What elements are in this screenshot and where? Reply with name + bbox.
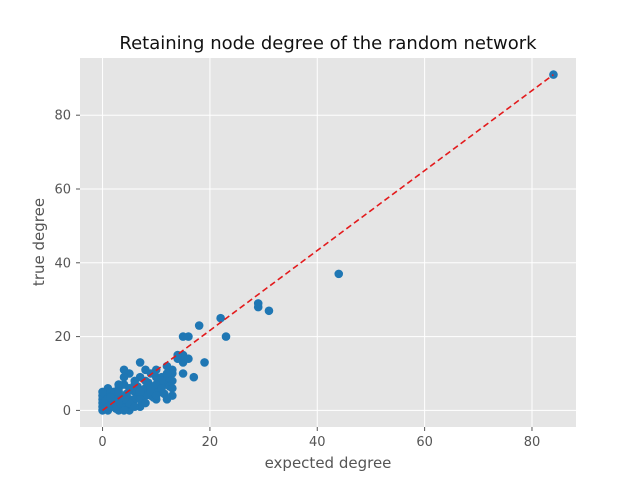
data-point xyxy=(125,383,134,393)
data-point xyxy=(334,269,344,279)
data-point xyxy=(221,332,231,341)
data-point xyxy=(119,406,129,415)
y-tick-label: 80 xyxy=(54,109,71,124)
data-point xyxy=(189,372,199,382)
y-tick-label: 40 xyxy=(54,256,71,271)
data-point xyxy=(114,380,123,389)
data-point xyxy=(119,365,129,375)
data-point xyxy=(141,398,150,408)
data-point xyxy=(151,391,161,400)
data-point xyxy=(253,299,263,308)
data-point xyxy=(168,383,177,393)
data-point xyxy=(119,372,129,382)
x-tick-label: 40 xyxy=(309,435,326,450)
x-tick-label: 60 xyxy=(416,435,433,450)
data-point xyxy=(114,387,123,397)
data-point xyxy=(264,306,274,316)
x-tick-label: 80 xyxy=(524,435,541,450)
data-point xyxy=(200,358,209,367)
data-point xyxy=(162,369,172,378)
x-axis-title: expected degree xyxy=(265,454,392,472)
data-point xyxy=(151,372,161,382)
tick-labels: 0 20 40 60 80 0 20 40 60 80 xyxy=(54,109,540,450)
data-point xyxy=(157,383,166,393)
chart-title: Retaining node degree of the random netw… xyxy=(119,33,537,54)
reference-line-layer xyxy=(102,73,554,412)
data-point xyxy=(194,321,204,330)
data-point xyxy=(135,387,145,397)
data-point xyxy=(184,354,193,364)
reference-line xyxy=(102,73,554,412)
y-tick-label: 0 xyxy=(63,404,71,419)
data-point xyxy=(130,402,140,412)
data-point xyxy=(216,313,225,323)
y-axis-title: true degree xyxy=(30,198,48,286)
data-point xyxy=(178,369,188,378)
grid-lines xyxy=(80,58,576,427)
data-point xyxy=(135,358,145,367)
y-tick-label: 60 xyxy=(54,182,71,197)
data-point xyxy=(141,365,150,375)
data-point xyxy=(141,376,150,386)
x-tick-label: 20 xyxy=(202,435,219,450)
data-point xyxy=(549,70,558,79)
data-point xyxy=(162,395,172,404)
data-point xyxy=(178,332,188,341)
y-tick-label: 20 xyxy=(54,330,71,345)
x-tick-label: 0 xyxy=(98,435,106,450)
data-point xyxy=(98,387,107,397)
data-points xyxy=(98,70,558,415)
